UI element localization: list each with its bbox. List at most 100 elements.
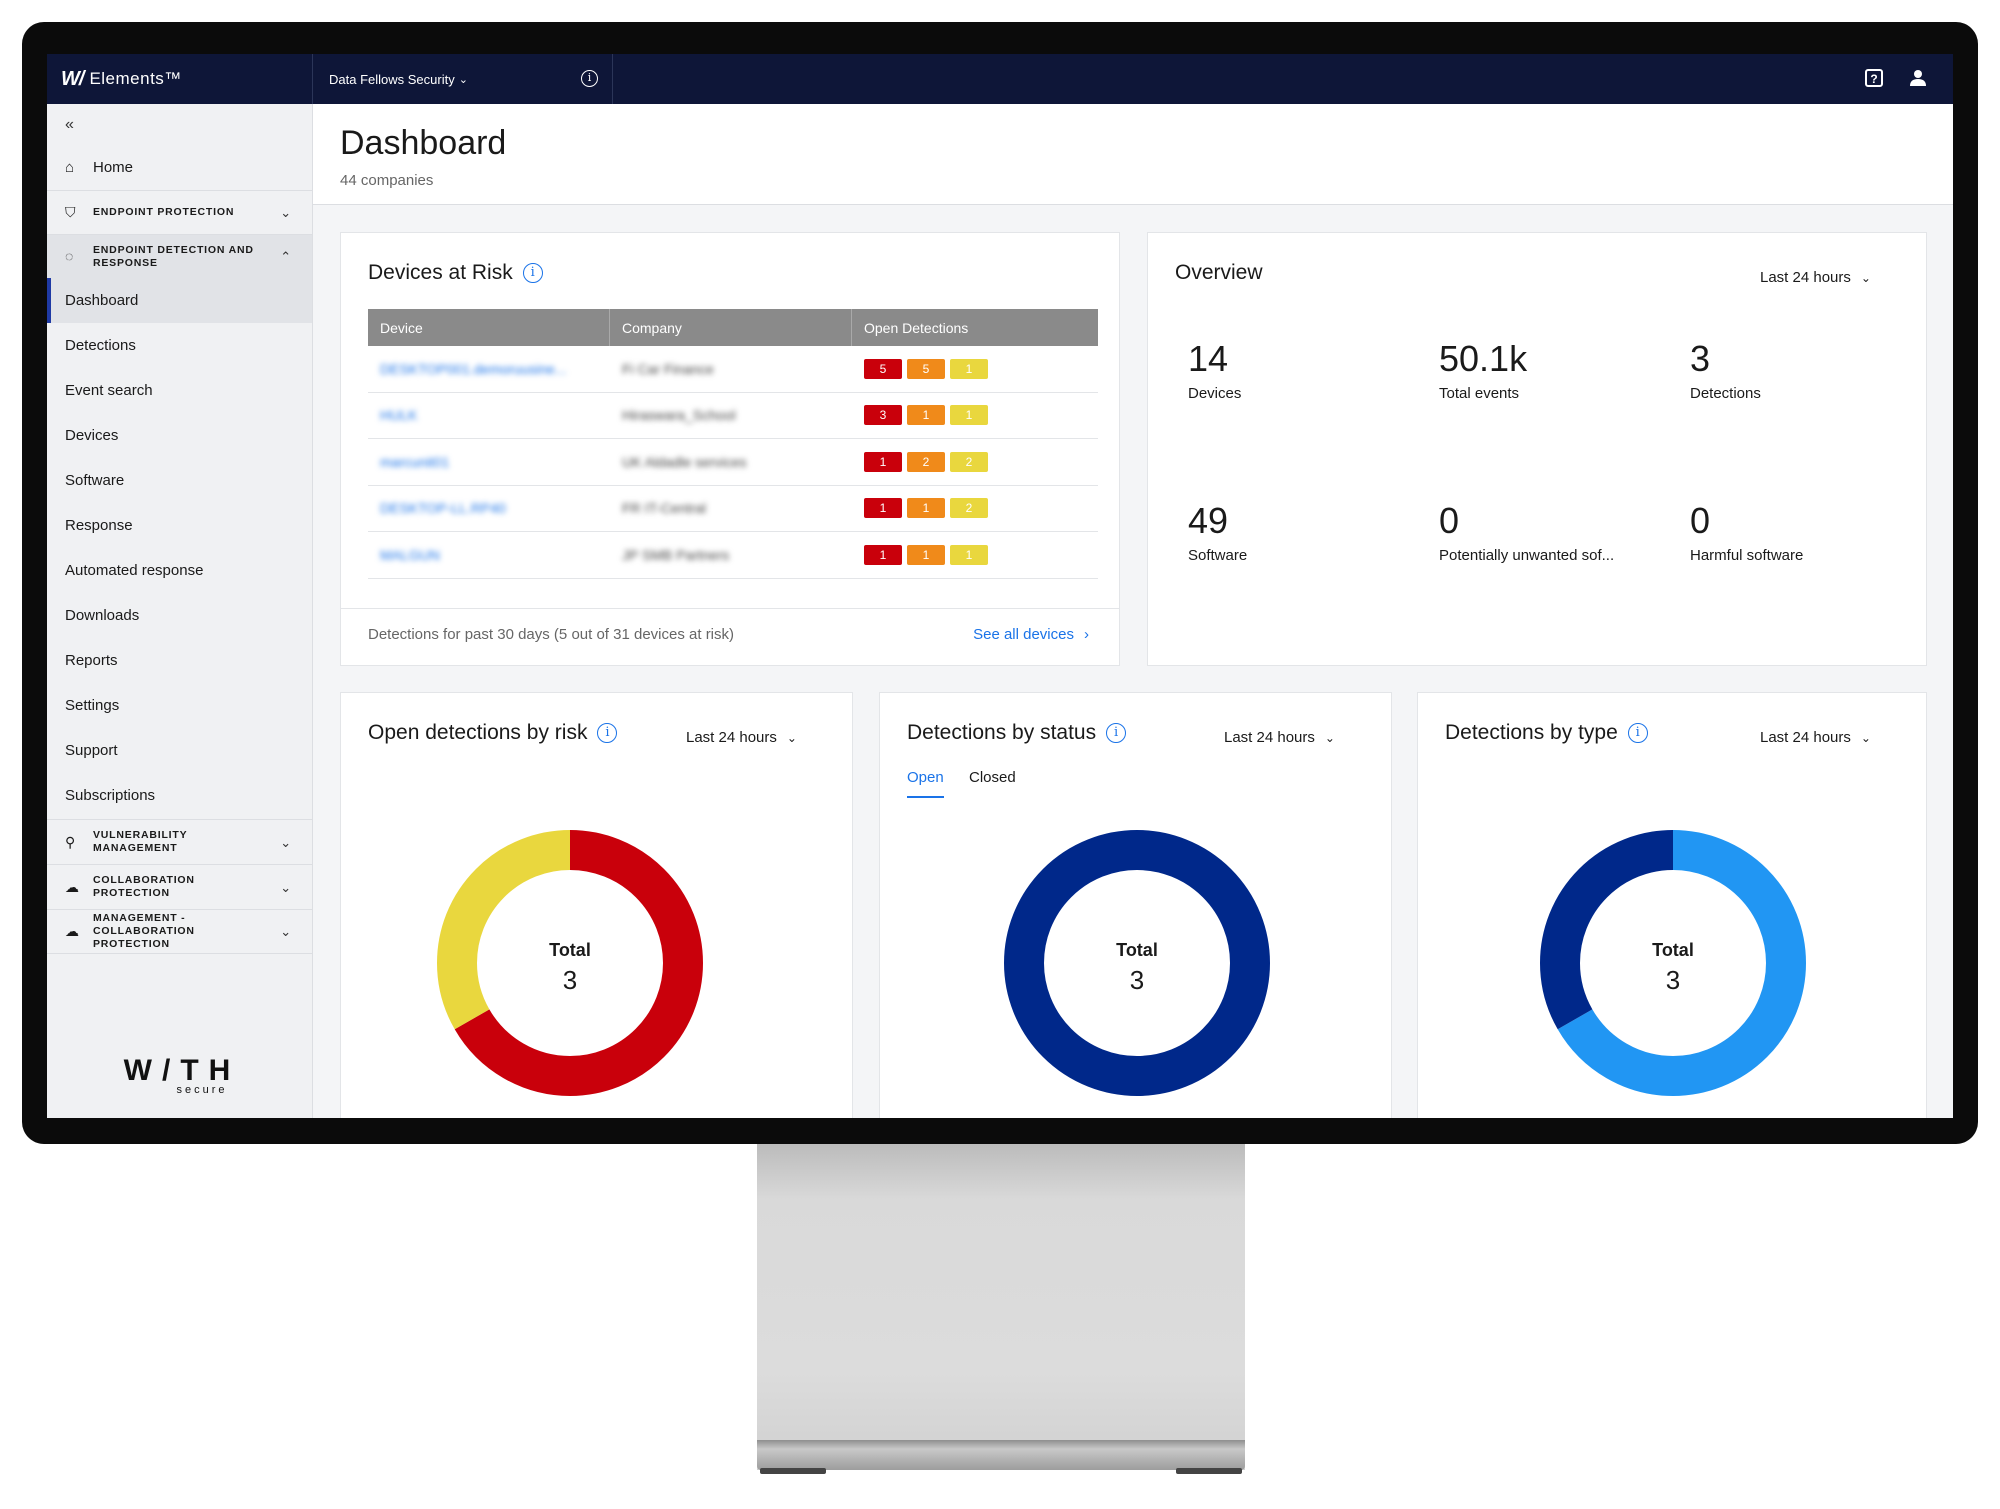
device-link[interactable]: HULK [380,407,418,424]
table-body: DESKTOP001.demoruusine... Fi Car Finance 5… [368,346,1098,579]
medium-risk-badge[interactable]: 5 [907,358,945,379]
footer-note: Detections for past 30 days (5 out of 31… [368,626,735,643]
donut-total-value: 3 [563,965,577,995]
column-header[interactable]: Company [610,309,852,346]
sidebar-item-support[interactable]: Support [65,742,118,759]
overview-stat-devices[interactable]: 14 Devices [1188,338,1242,403]
detection-icon: ◌ [65,248,74,264]
sidebar: « ⌂ Home ⛉ ENDPOINT PROTECTION ⌄ ◌ ENDPO… [47,104,313,1118]
low-risk-badge[interactable]: 1 [950,544,988,565]
medium-risk-badge[interactable]: 1 [907,498,945,519]
sidebar-item-event-search[interactable]: Event search [65,382,153,399]
sidebar-item-devices[interactable]: Devices [65,427,119,444]
type-donut-chart: Total 3 [1540,830,1806,1096]
sidebar-group-label: VULNERABILITY MANAGEMENT [93,829,188,854]
medium-risk-badge[interactable]: 1 [907,405,945,426]
card-footer: Detections for past 30 days (5 out of 31… [341,608,1119,666]
brand-logo[interactable]: W/ Elements™ [47,54,313,104]
low-risk-badge[interactable]: 1 [950,405,988,426]
tab-closed[interactable]: Closed [969,769,1016,786]
sidebar-item-home[interactable]: ⌂ Home [47,149,312,185]
sidebar-item-response[interactable]: Response [65,517,133,534]
medium-risk-badge[interactable]: 2 [907,451,945,472]
info-icon[interactable]: i [1627,723,1648,743]
home-icon: ⌂ [65,158,75,176]
company-cell: Hiraswara_School [622,407,736,424]
open-detections-by-risk-card: Open detections by risk i Last 24 hours ⌄… [340,692,853,1118]
collapse-sidebar-icon[interactable]: « [65,116,74,133]
chevron-down-icon: ⌄ [458,73,468,86]
sidebar-item-settings[interactable]: Settings [65,697,120,714]
period-dropdown[interactable]: Last 24 hours ⌄ [686,729,797,746]
tab-open[interactable]: Open [907,769,944,798]
info-icon[interactable]: i [1106,723,1127,743]
vulnerability-icon: ⚲ [65,833,76,850]
sidebar-group-vulnerability-management[interactable]: ⚲ VULNERABILITY MANAGEMENT ⌄ [47,819,312,864]
donut-segment[interactable] [1004,830,1270,1096]
donut-segment[interactable] [437,830,703,1096]
medium-risk-badge[interactable]: 1 [907,544,945,565]
company-cell: Fi Car Finance [622,360,714,377]
low-risk-badge[interactable]: 1 [950,358,988,379]
overview-stat-harmful[interactable]: 0 Harmful software [1690,500,1804,565]
device-link[interactable]: DESKTOP001.demoruusine... [380,360,567,377]
sidebar-item-software[interactable]: Software [65,472,125,489]
svg-text:?: ? [1870,72,1877,86]
column-header[interactable]: Open Detections [864,319,969,336]
device-link[interactable]: DESKTOP-LL.RP40 [380,500,506,517]
see-all-devices-link[interactable]: See all devices › [973,626,1089,643]
period-dropdown[interactable]: Last 24 hours ⌄ [1760,729,1871,746]
period-dropdown[interactable]: Last 24 hours ⌄ [1224,729,1335,746]
shield-icon: ⛉ [65,204,76,220]
info-icon[interactable]: i [597,723,618,743]
column-header[interactable]: Device [368,309,610,346]
donut-segment[interactable] [1540,830,1806,1096]
high-risk-badge[interactable]: 1 [864,544,902,565]
low-risk-badge[interactable]: 2 [950,451,988,472]
high-risk-badge[interactable]: 5 [864,358,902,379]
help-icon[interactable]: ? [1863,68,1885,90]
overview-stat-detections[interactable]: 3 Detections [1690,338,1761,403]
table-row[interactable]: MALGUN JP SMB Partners 1 1 1 [368,532,1098,579]
period-dropdown[interactable]: Last 24 hours ⌄ [1760,269,1871,286]
info-icon[interactable]: i [522,263,543,283]
overview-stat-pua[interactable]: 0 Potentially unwanted sof... [1439,500,1615,565]
low-risk-badge[interactable]: 2 [950,498,988,519]
table-row[interactable]: HULK Hiraswara_School 3 1 1 [368,393,1098,439]
overview-stat-software[interactable]: 49 Software [1188,500,1248,565]
sidebar-item-label: Home [93,158,134,176]
company-cell: UK Aldadle services [622,453,747,470]
devices-at-risk-card: Devices at Risk i Device Company Open De… [340,232,1120,666]
sidebar-item-reports[interactable]: Reports [65,652,118,669]
donut-total-label: Total [1652,940,1694,960]
table-row[interactable]: DESKTOP-LL.RP40 FR IT-Central 1 1 2 [368,486,1098,532]
donut-total-label: Total [549,940,591,960]
sidebar-group-edr[interactable]: ◌ ENDPOINT DETECTION AND RESPONSE ⌃ [47,234,312,278]
user-icon[interactable] [1907,68,1929,90]
table-row[interactable]: marcunit01 UK Aldadle services 1 2 2 [368,439,1098,486]
high-risk-badge[interactable]: 1 [864,498,902,519]
sidebar-item-detections[interactable]: Detections [65,337,136,354]
sidebar-item-downloads[interactable]: Downloads [65,607,140,624]
chevron-down-icon: ⌄ [280,924,292,939]
monitor-foot-right [1176,1468,1242,1474]
high-risk-badge[interactable]: 1 [864,451,902,472]
sidebar-item-dashboard[interactable]: Dashboard [47,278,312,323]
sidebar-item-automated-response[interactable]: Automated response [65,562,204,579]
sidebar-item-subscriptions[interactable]: Subscriptions [65,787,156,804]
info-icon[interactable]: i [581,70,598,87]
device-link[interactable]: MALGUN [380,546,440,563]
table-row[interactable]: DESKTOP001.demoruusine... Fi Car Finance 5… [368,346,1098,393]
high-risk-badge[interactable]: 3 [864,405,902,426]
page-header: Dashboard 44 companies [313,104,1953,205]
device-link[interactable]: marcunit01 [380,453,450,470]
sidebar-group-endpoint-protection[interactable]: ⛉ ENDPOINT PROTECTION ⌄ [47,190,312,234]
organization-selector[interactable]: Data Fellows Security ⌄ i [313,54,613,104]
sidebar-group-management-collaboration[interactable]: ☁ MANAGEMENT - COLLABORATION PROTECTION … [47,909,312,954]
overview-stat-total-events[interactable]: 50.1k Total events [1439,338,1528,403]
card-title: Devices at Risk i [368,261,543,285]
chevron-down-icon: ⌄ [280,879,292,895]
sidebar-group-collaboration-protection[interactable]: ☁ COLLABORATION PROTECTION ⌄ [47,864,312,909]
